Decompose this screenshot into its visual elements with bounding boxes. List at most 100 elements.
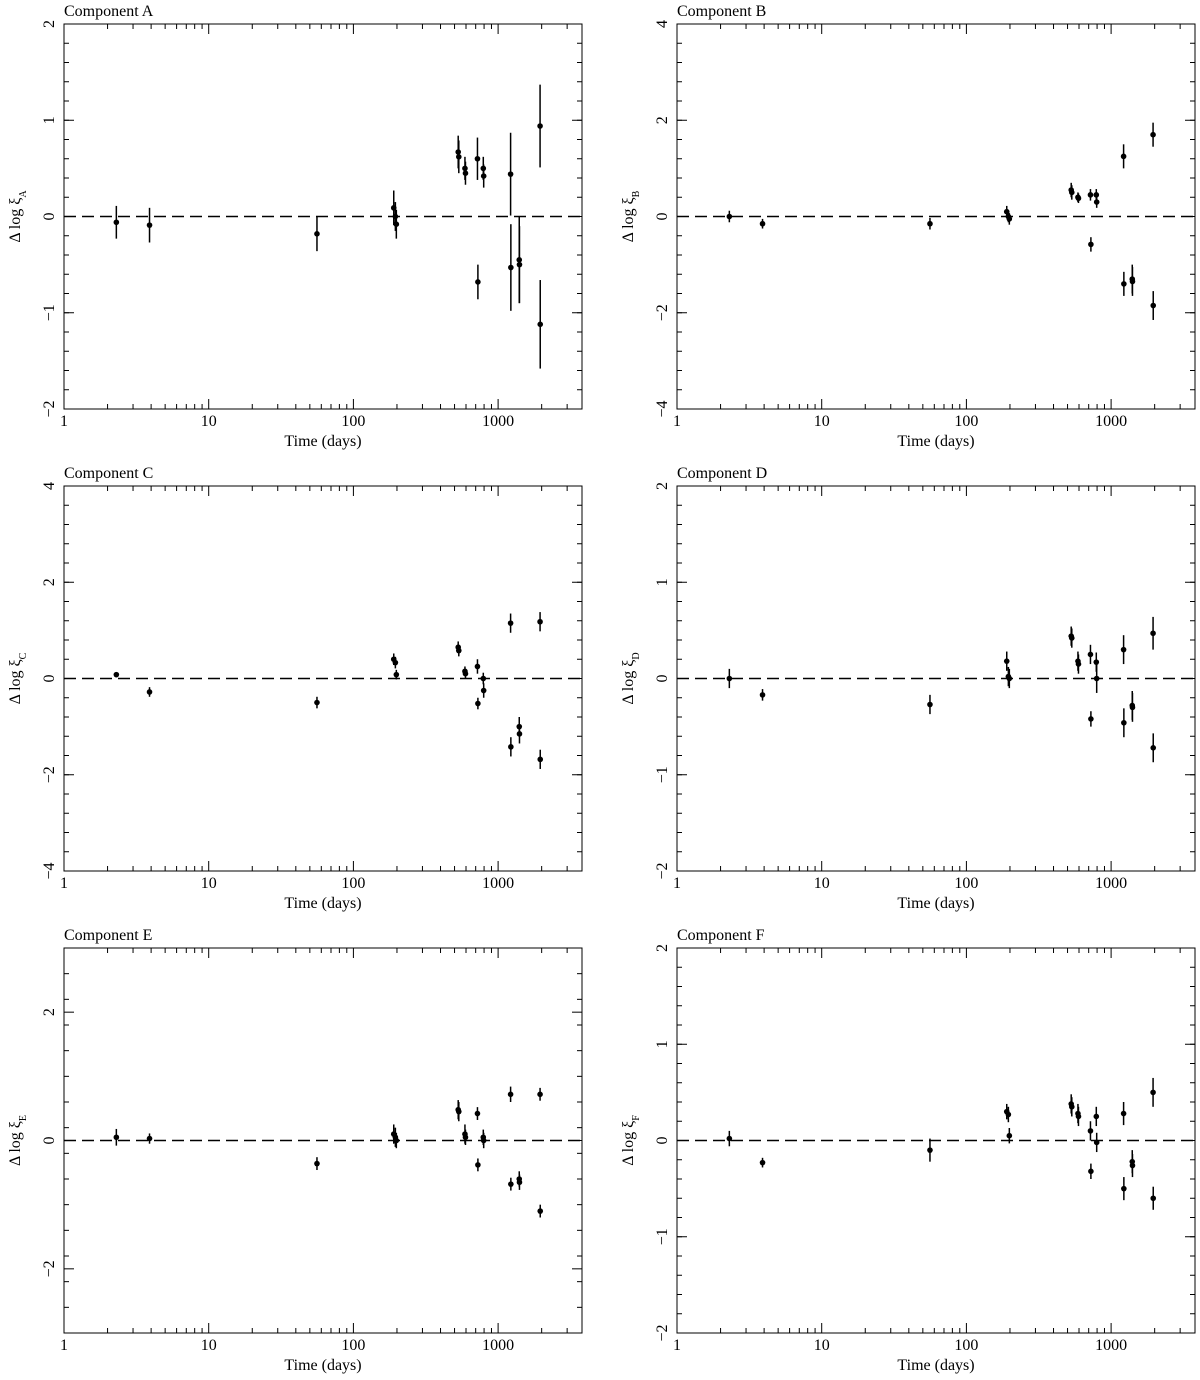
y-tick-label: −2	[654, 304, 671, 321]
data-point	[480, 173, 487, 179]
data-point	[516, 1179, 523, 1186]
data-point	[393, 1137, 400, 1144]
panel: Component C 1 10 100 1000 Time (days) −4 −2 0 2 4 Δ…	[7, 465, 583, 912]
x-tick-label: 1000	[482, 413, 514, 430]
y-tick-label: 2	[654, 482, 671, 490]
x-tick-label: 1000	[1095, 875, 1127, 892]
data-point	[507, 171, 514, 177]
y-axis-label-main: Δ log ξ	[7, 659, 24, 704]
data-point	[475, 700, 481, 707]
y-axis-label-subscript: F	[631, 1115, 642, 1121]
data-point	[480, 1137, 487, 1144]
data-point	[146, 1135, 153, 1142]
y-axis-label-subscript: A	[18, 190, 29, 198]
data-point	[927, 220, 933, 227]
x-tick-label: 100	[954, 413, 978, 430]
x-tick-label: 100	[341, 1337, 365, 1354]
x-tick-label: 10	[201, 875, 217, 892]
y-axis-label-main: Δ log ξ	[620, 1121, 637, 1166]
x-axis-label: Time (days)	[897, 1357, 974, 1374]
data-point	[537, 123, 543, 129]
y-tick-label: −2	[41, 766, 58, 783]
data-point	[759, 1159, 766, 1166]
y-axis-label-main: Δ log ξ	[620, 197, 637, 242]
data-point	[455, 154, 462, 160]
data-point	[113, 219, 120, 226]
data-point	[314, 699, 320, 706]
y-tick-label: −1	[41, 304, 58, 321]
data-point	[927, 1147, 933, 1153]
data-point	[1068, 189, 1075, 196]
y-tick-label: 2	[41, 1008, 58, 1016]
y-tick-label: −4	[654, 400, 671, 417]
data-point	[537, 756, 544, 763]
data-point	[1075, 661, 1082, 667]
y-tick-label: 0	[654, 675, 671, 683]
data-point	[1087, 651, 1094, 658]
data-point	[393, 221, 400, 227]
x-tick-label: 1000	[482, 1337, 514, 1354]
x-tick-label: 1	[60, 413, 68, 430]
y-tick-label: 0	[654, 213, 671, 221]
data-point	[1068, 1104, 1075, 1110]
y-axis-label-subscript: B	[631, 190, 642, 197]
panel-title: Component F	[677, 927, 765, 944]
panel: Component A 1 10 100 1000 Time (days) −2 −1 0 1 2 Δ…	[7, 3, 583, 450]
data-point	[1005, 1111, 1012, 1118]
y-tick-label: 2	[41, 20, 58, 28]
y-tick-label: 0	[41, 1137, 58, 1145]
data-point	[537, 1091, 543, 1098]
x-tick-label: 1	[60, 1337, 68, 1354]
data-point	[1129, 1162, 1136, 1169]
data-point	[1120, 646, 1127, 653]
data-point	[1087, 1128, 1094, 1134]
data-point	[113, 1134, 120, 1141]
panel-title: Component B	[677, 3, 766, 20]
data-point	[1093, 192, 1100, 198]
x-tick-label: 10	[814, 1337, 830, 1354]
data-point	[1093, 659, 1100, 665]
data-point	[1121, 281, 1127, 287]
x-axis-label: Time (days)	[284, 433, 361, 450]
x-tick-label: 1000	[482, 875, 514, 892]
y-axis-label: Δ log ξA	[7, 190, 29, 243]
y-axis-label: Δ log ξB	[620, 190, 642, 242]
data-point	[393, 671, 400, 678]
data-point	[1088, 1168, 1094, 1175]
data-point	[146, 689, 153, 695]
data-point	[1121, 719, 1127, 726]
data-point	[1150, 1195, 1157, 1202]
y-tick-label: 4	[654, 20, 671, 28]
data-point	[392, 659, 399, 666]
data-point	[537, 1208, 544, 1214]
data-point	[1150, 630, 1156, 637]
data-point	[726, 213, 733, 220]
data-point	[1088, 716, 1094, 722]
data-point	[1150, 1089, 1156, 1096]
data-point	[1093, 199, 1100, 205]
x-axis-label: Time (days)	[897, 895, 974, 912]
y-tick-label: −2	[41, 400, 58, 417]
x-tick-label: 100	[341, 413, 365, 430]
x-axis-label: Time (days)	[284, 1357, 361, 1374]
y-tick-label: 2	[41, 578, 58, 586]
x-tick-label: 10	[201, 1337, 217, 1354]
panel-title: Component A	[64, 3, 154, 20]
y-tick-label: −1	[654, 1228, 671, 1245]
y-axis-label-main: Δ log ξ	[7, 198, 24, 243]
y-tick-label: −2	[41, 1260, 58, 1277]
data-point	[462, 1134, 469, 1141]
data-point	[314, 231, 320, 237]
panel: Component E 1 10 100 1000 Time (days) −2 0 2 Δ lo…	[7, 927, 583, 1374]
panel: Component D 1 10 100 1000 Time (days) −2 −1 0 1 2 Δ…	[620, 465, 1196, 912]
data-point	[507, 1091, 514, 1098]
data-point	[927, 701, 933, 708]
data-point	[508, 1181, 514, 1187]
data-point	[480, 675, 487, 682]
data-point	[508, 744, 514, 750]
data-point	[475, 279, 481, 285]
data-point	[392, 213, 399, 220]
data-point	[516, 261, 523, 268]
data-point	[1121, 1185, 1127, 1192]
